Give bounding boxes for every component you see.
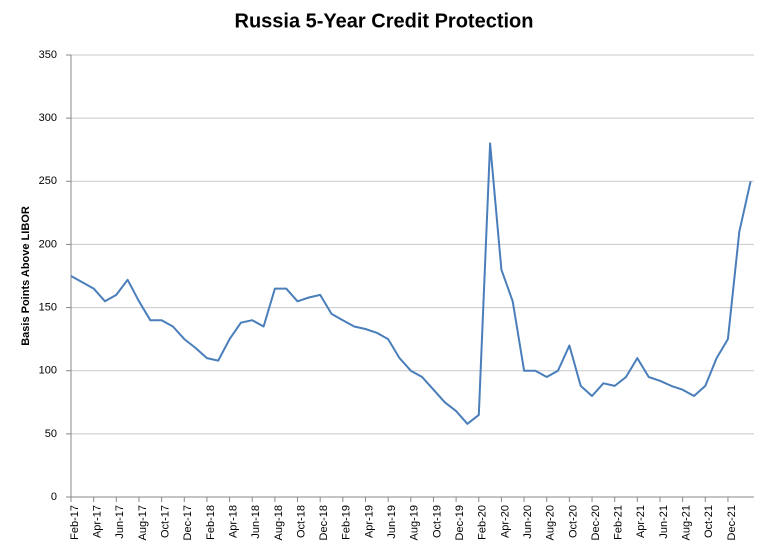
- chart-title: Russia 5-Year Credit Protection: [235, 10, 534, 32]
- y-tick-label: 50: [45, 428, 57, 440]
- x-tick-label: Feb-21: [613, 505, 625, 540]
- x-tick-label: Jun-21: [658, 505, 670, 539]
- x-tick-label: Oct-21: [703, 505, 715, 538]
- y-tick-label: 150: [39, 301, 57, 313]
- y-axis-label: Basis Points Above LIBOR: [20, 206, 32, 346]
- x-tick-label: Oct-18: [295, 505, 307, 538]
- x-tick-label: Aug-20: [545, 505, 557, 540]
- x-tick-label: Apr-20: [499, 505, 511, 538]
- x-tick-label: Dec-21: [726, 505, 738, 540]
- y-tick-label: 250: [39, 175, 57, 187]
- y-tick-label: 200: [39, 238, 57, 250]
- x-tick-label: Jun-18: [250, 505, 262, 539]
- x-tick-label: Apr-17: [92, 505, 104, 538]
- y-tick-label: 300: [39, 112, 57, 124]
- x-tick-label: Jun-19: [386, 505, 398, 539]
- x-tick-label: Aug-17: [137, 505, 149, 540]
- line-series: [70, 142, 752, 425]
- y-tick-label: 0: [51, 491, 57, 503]
- x-tick-label: Aug-18: [273, 505, 285, 540]
- x-tick-label: Apr-21: [635, 505, 647, 538]
- x-tick-label: Oct-19: [431, 505, 443, 538]
- x-tick-label: Dec-17: [182, 505, 194, 540]
- x-tick-label: Feb-19: [341, 505, 353, 540]
- x-tick-label: Jun-17: [114, 505, 126, 539]
- x-tick-label: Aug-21: [681, 505, 693, 540]
- x-tick-label: Oct-17: [160, 505, 172, 538]
- x-tick-label: Feb-20: [477, 505, 489, 540]
- x-tick-label: Dec-19: [454, 505, 466, 540]
- y-tick-label: 350: [39, 49, 57, 61]
- x-tick-label: Dec-18: [318, 505, 330, 540]
- x-tick-label: Jun-20: [522, 505, 534, 539]
- x-tick-label: Dec-20: [590, 505, 602, 540]
- x-tick-label: Feb-18: [205, 505, 217, 540]
- x-tick-label: Apr-19: [363, 505, 375, 538]
- x-tick-label: Apr-18: [227, 505, 239, 538]
- x-tick-label: Aug-19: [409, 505, 421, 540]
- x-tick-label: Oct-20: [567, 505, 579, 538]
- y-tick-label: 100: [39, 365, 57, 377]
- x-tick-label: Feb-17: [69, 505, 81, 540]
